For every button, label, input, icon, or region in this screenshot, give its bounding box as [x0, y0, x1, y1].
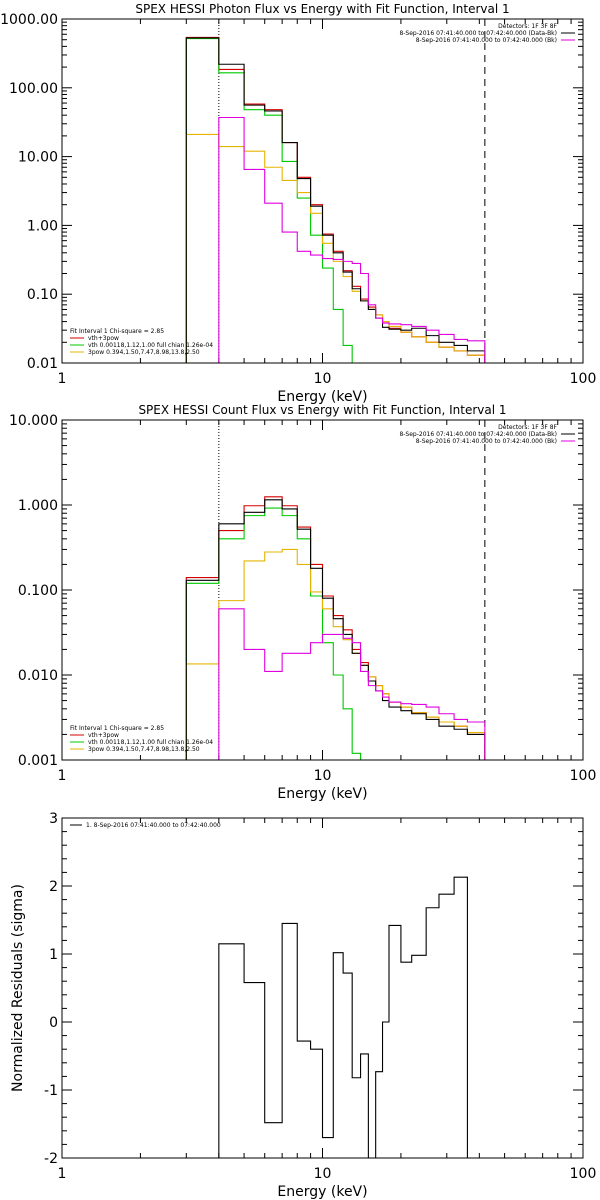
- y-tick-label: 10.00: [18, 150, 58, 166]
- y-tick-label: 0.010: [18, 668, 58, 684]
- x-tick-label: 100: [570, 371, 597, 387]
- x-tick-label: 100: [570, 768, 597, 784]
- x-axis-label: Energy (keV): [277, 786, 367, 802]
- series-1: [218, 876, 468, 1158]
- x-tick-label: 10: [314, 768, 332, 784]
- y-tick-label: -2: [44, 1151, 58, 1167]
- series-line: [185, 496, 486, 760]
- series-line: [186, 116, 486, 363]
- series-line: [185, 37, 486, 363]
- chart-1: SPEX HESSI Photon Flux vs Energy with Fi…: [0, 2, 596, 405]
- y-tick-label: 0.01: [27, 356, 58, 372]
- y-axis-label: Normalized Residuals (sigma): [10, 884, 26, 1092]
- y-tick-label: 3: [49, 811, 58, 827]
- chart-3: 1 10 100 -2 -1 0 1 2 3 Energy (keV) Normalized Res…: [10, 811, 596, 1200]
- chart-title: SPEX HESSI Photon Flux vs Energy with Fi…: [135, 2, 509, 16]
- plot-frame: [61, 817, 584, 1159]
- series-4: [185, 37, 486, 363]
- fit-legend-header: Fit Interval 1 Chi-square = 2.85: [70, 725, 164, 732]
- series-3: [185, 133, 486, 363]
- legend-label: 3pow 0.394,1.50,7.47,8.98,13.8,2.50: [88, 746, 200, 753]
- y-tick-label: 0.10: [27, 287, 58, 303]
- series-line: [185, 133, 486, 363]
- legend-label: 8-Sep-2016 07:41:40.000 to 07:42:40.000 …: [399, 431, 557, 438]
- y-tick-label: 1.00: [27, 218, 58, 234]
- y-tick-label: 10.000: [9, 413, 58, 429]
- legend-label: Detectors: 1F 3F 8F: [498, 23, 557, 30]
- y-tick-label: 0.100: [18, 583, 58, 599]
- legend-label: 3pow 0.394,1.50,7.47,8.98,13.8,2.50: [88, 349, 200, 356]
- series-line: [185, 507, 485, 760]
- series-1: [185, 496, 486, 760]
- y-tick-label: -1: [44, 1083, 58, 1099]
- y-tick-label: 0.001: [18, 753, 58, 769]
- x-tick-label: 100: [570, 1166, 597, 1182]
- legend-label: Detectors: 1F 3F 8F: [498, 424, 557, 431]
- legend-label: 8-Sep-2016 07:41:40.000 to 07:42:40.000 …: [416, 438, 557, 445]
- x-tick-label: 10: [314, 371, 332, 387]
- y-tick-label: 2: [49, 879, 58, 895]
- series-line: [185, 37, 485, 363]
- x-axis-label: Energy (keV): [277, 389, 367, 405]
- x-tick-label: 1: [58, 1166, 67, 1182]
- chart-title: SPEX HESSI Count Flux vs Energy with Fit…: [138, 403, 506, 417]
- series-3: [185, 548, 486, 760]
- series-line: [185, 36, 486, 363]
- series-5: [186, 608, 486, 760]
- chart-2: SPEX HESSI Count Flux vs Energy with Fit…: [9, 403, 596, 802]
- y-tick-label: 1000.00: [0, 12, 58, 28]
- y-tick-label: 1.000: [18, 498, 58, 514]
- series-1: [185, 36, 486, 363]
- x-tick-label: 10: [314, 1166, 332, 1182]
- series-line: [185, 548, 486, 760]
- series-5: [186, 116, 486, 363]
- legend-label: vth 0.00118,1.12,1.00 full chian 1.26e-0…: [88, 739, 213, 746]
- legend-label: vth+3pow: [88, 732, 119, 739]
- y-tick-label: 1: [49, 947, 58, 963]
- fit-legend-header: Fit Interval 1 Chi-square = 2.85: [70, 328, 164, 335]
- series-line: [218, 876, 468, 1158]
- plot-frame: [61, 18, 584, 364]
- legend-label: 1. 8-Sep-2016 07:41:40.000 to 07:42:40.0…: [86, 822, 221, 829]
- legend-label: 8-Sep-2016 07:41:40.000 to 07:42:40.000 …: [416, 37, 557, 44]
- series-2: [185, 507, 485, 760]
- legend-label: vth 0.00118,1.12,1.00 full chian 1.26e-0…: [88, 342, 213, 349]
- series-line: [186, 608, 486, 760]
- y-tick-label: 100.00: [9, 81, 58, 97]
- x-tick-label: 1: [58, 371, 67, 387]
- series-2: [185, 37, 485, 363]
- y-tick-label: 0: [49, 1015, 58, 1031]
- x-axis-label: Energy (keV): [277, 1184, 367, 1200]
- x-tick-label: 1: [58, 768, 67, 784]
- legend-label: vth+3pow: [88, 335, 119, 342]
- plot-frame: [61, 419, 584, 761]
- legend-label: 8-Sep-2016 07:41:40.000 to 07:42:40.000 …: [399, 30, 557, 37]
